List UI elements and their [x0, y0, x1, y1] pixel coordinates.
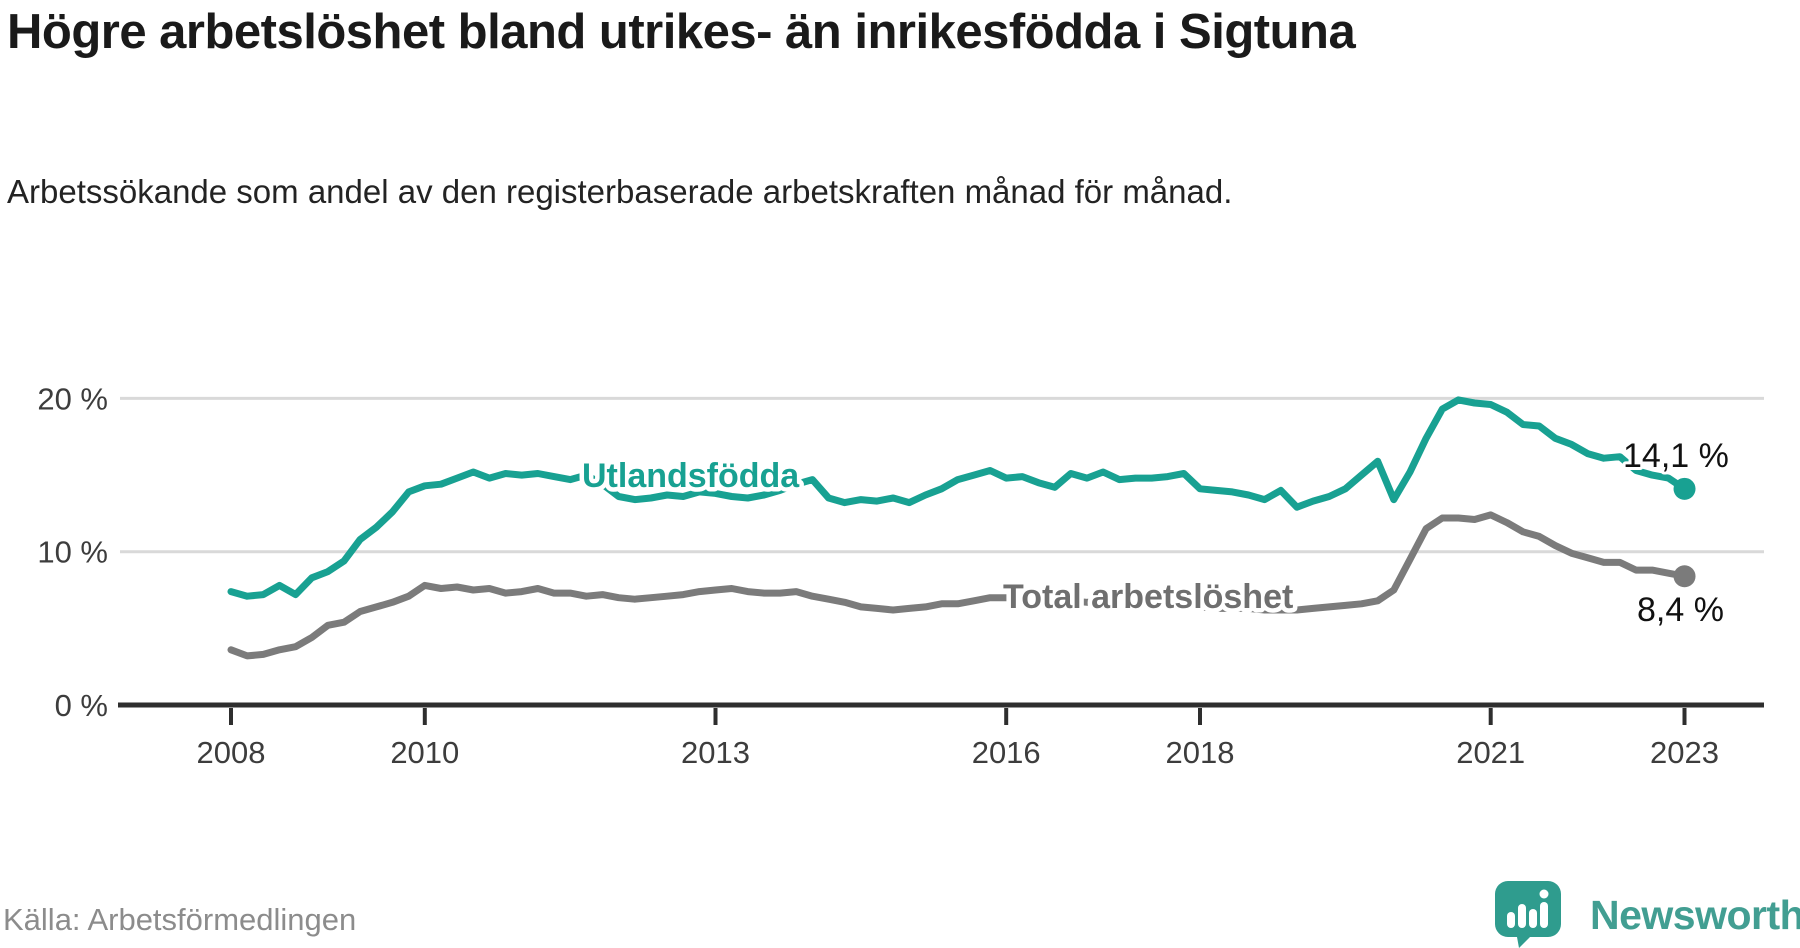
y-tick-label: 0 %: [55, 688, 108, 723]
x-tick-label: 2016: [972, 735, 1041, 770]
end-value-label-total: 8,4 %: [1637, 591, 1724, 629]
source-caption: Källa: Arbetsförmedlingen: [3, 902, 357, 937]
bar-2: [1518, 904, 1526, 928]
x-tick-label: 2021: [1456, 735, 1525, 770]
x-axis: 2008 2010 2013 2016 2018 2021 2023: [118, 702, 1764, 770]
page-subtitle: Arbetssökande som andel av den registerb…: [7, 173, 1233, 210]
y-tick-label: 20 %: [37, 381, 108, 416]
x-tick-label: 2018: [1166, 735, 1235, 770]
series-line-total-arbetsl-shet: [227, 511, 1688, 660]
x-tick-label: 2023: [1650, 735, 1719, 770]
page-title: Högre arbetslöshet bland utrikes- än inr…: [7, 5, 1356, 59]
newsworthy-bubble-icon: [1495, 881, 1561, 948]
exclamation-dot: [1539, 889, 1549, 899]
series-label-utlandsfodda: Utlandsfödda: [582, 457, 800, 495]
end-dot-total-arbetsl-shet: [1673, 565, 1696, 588]
x-tick-label: 2010: [390, 735, 459, 770]
series-line-utlandsf-dda: [227, 396, 1688, 600]
end-dot-utlandsf-dda: [1673, 477, 1696, 500]
bar-1: [1507, 912, 1515, 928]
series-label-total-arbetsloshet: Total arbetslöshet: [1003, 578, 1293, 616]
end-value-label-utlandsfodda: 14,1 %: [1623, 437, 1729, 475]
exclamation-bar: [1540, 902, 1548, 928]
brand-name: Newsworthy: [1590, 892, 1800, 938]
bar-3: [1529, 909, 1537, 928]
y-tick-label: 10 %: [37, 535, 108, 570]
speech-bubble-shape: [1495, 881, 1561, 948]
gridlines: 0 % 10 % 20 %: [37, 381, 1764, 723]
newsworthy-logo: Newsworthy: [1494, 880, 1800, 948]
chart-labels: Utlandsfödda Total arbetslöshet 14,1 % 8…: [578, 434, 1732, 632]
x-tick-label: 2008: [197, 735, 266, 770]
series-lines: [227, 396, 1696, 660]
x-tick-label: 2013: [681, 735, 750, 770]
